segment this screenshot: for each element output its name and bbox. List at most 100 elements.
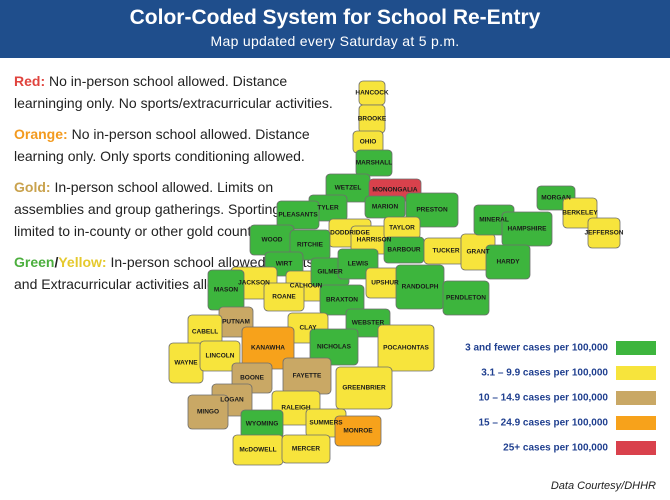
county [335, 366, 393, 410]
legend-label: 10 – 14.9 cases per 100,000 [478, 393, 608, 404]
county [377, 324, 435, 372]
county-label: RANDOLPH [402, 284, 439, 291]
county-label: OHIO [360, 139, 377, 146]
county-label: JACKSON [238, 280, 270, 287]
county-label: BARBOUR [387, 247, 421, 254]
county-label: RALEIGH [281, 405, 311, 412]
county-label: SUMMERS [309, 420, 343, 427]
county-label: NICHOLAS [317, 344, 352, 351]
county-label: PENDLETON [446, 295, 486, 302]
county [355, 149, 393, 177]
county [319, 284, 365, 316]
rule-text: No in-person school allowed. Distance le… [14, 73, 333, 111]
legend-swatch [616, 441, 656, 455]
legend-label: 3.1 – 9.9 cases per 100,000 [481, 368, 608, 379]
county [281, 434, 331, 464]
credit: Data Courtesy/DHHR [550, 480, 656, 492]
county [309, 328, 359, 366]
county-label: PRESTON [416, 207, 448, 214]
county-label: MARSHALL [356, 160, 392, 167]
county-label: CALHOUN [290, 283, 323, 290]
rule: Orange: No in-person school allowed. Dis… [14, 123, 334, 167]
legend-label: 3 and fewer cases per 100,000 [465, 343, 608, 354]
county [587, 217, 621, 249]
county-label: KANAWHA [251, 345, 285, 352]
rule: Green/Yellow: In-person school allowed. … [14, 251, 334, 295]
county-label: RITCHIE [297, 242, 324, 249]
county-label: JEFFERSON [584, 230, 623, 237]
county [334, 415, 382, 447]
county-label: GREENBRIER [342, 385, 386, 392]
county-label: WIRT [276, 261, 293, 268]
county-label: WYOMING [246, 421, 279, 428]
county-label: MASON [214, 287, 239, 294]
legend-swatch [616, 391, 656, 405]
rule: Gold: In-person school allowed. Limits o… [14, 176, 334, 242]
county [276, 200, 320, 230]
county-label: MERCER [292, 446, 320, 453]
county-label: BRAXTON [326, 297, 358, 304]
county-label: WOOD [262, 237, 283, 244]
county-label: MONROE [343, 428, 373, 435]
county-label: HARRISON [357, 237, 392, 244]
county-label: TYLER [317, 205, 339, 212]
county-label: MORGAN [541, 195, 571, 202]
county-label: CLAY [299, 325, 317, 332]
rule: Red: No in-person school allowed. Distan… [14, 70, 334, 114]
county-label: BOONE [240, 375, 265, 382]
county-label: TAYLOR [389, 225, 415, 232]
rule-label: Orange: [14, 126, 68, 142]
county-label: GRANT [466, 249, 489, 256]
legend-swatch [616, 366, 656, 380]
rule-label: Red: [14, 73, 46, 89]
rule-text: In-person school allowed. Sports and Ext… [14, 254, 314, 292]
rule-text: In-person school allowed. Limits on asse… [14, 179, 326, 239]
county-label: PUTNAM [222, 319, 250, 326]
county-label: ROANE [272, 294, 296, 301]
county-label: HAMPSHIRE [507, 226, 547, 233]
county [199, 340, 241, 372]
county [442, 280, 490, 316]
county-label: WAYNE [174, 360, 198, 367]
map: HANCOCK BROOKE OHIO MARSHALL WETZEL MONONGALI… [168, 80, 656, 466]
rule-text: No in-person school allowed. Distance le… [14, 126, 310, 164]
county-label: FAYETTE [293, 373, 322, 380]
rule-label: Green [14, 254, 55, 270]
county-label: BERKELEY [562, 210, 598, 217]
county-label: WEBSTER [352, 320, 385, 327]
county [187, 394, 229, 430]
legend-swatch [616, 416, 656, 430]
legend-label: 25+ cases per 100,000 [503, 443, 608, 454]
rule-label: / [54, 254, 59, 270]
county-label: LINCOLN [206, 353, 235, 360]
county-label: MINGO [197, 409, 219, 416]
county-label: GILMER [317, 269, 343, 276]
rule-label: Yellow: [58, 254, 107, 270]
legend-label: 15 – 24.9 cases per 100,000 [478, 418, 608, 429]
county-label: DODDRIDGE [330, 230, 370, 237]
county-label: PLEASANTS [278, 212, 318, 219]
header: Color-Coded System for School Re-Entry M… [0, 0, 670, 58]
county [263, 282, 305, 312]
county-label: HARDY [496, 259, 520, 266]
county-label: WETZEL [335, 185, 362, 192]
county [485, 244, 531, 280]
county-label: POCAHONTAS [383, 345, 429, 352]
rule-label: Gold: [14, 179, 51, 195]
county-label: LEWIS [348, 261, 369, 268]
county-label: TUCKER [432, 248, 459, 255]
county-label: LOGAN [220, 397, 244, 404]
county-label: CABELL [192, 329, 218, 336]
county-label: MONONGALIA [372, 187, 417, 194]
county-label: HANCOCK [355, 90, 389, 97]
county-label: McDOWELL [239, 447, 276, 454]
county-label: MARION [372, 204, 399, 211]
title: Color-Coded System for School Re-Entry [129, 6, 541, 29]
county-label: BROOKE [358, 116, 387, 123]
rules: Red: No in-person school allowed. Distan… [14, 70, 334, 304]
subtitle: Map updated every Saturday at 5 p.m. [210, 33, 460, 49]
legend-swatch [616, 341, 656, 355]
county-label: UPSHUR [371, 280, 399, 287]
county-label: MINERAL [479, 217, 509, 224]
